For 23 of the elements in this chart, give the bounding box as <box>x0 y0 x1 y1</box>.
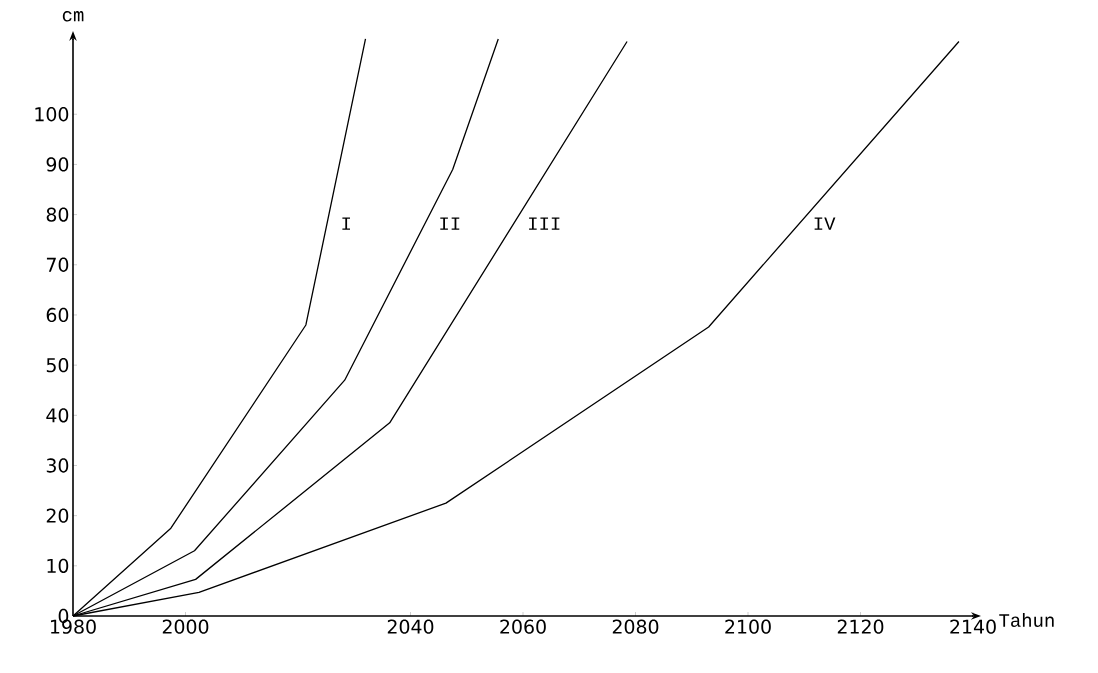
series-label: IV <box>814 217 836 230</box>
x-axis-title: Tahun <box>999 613 1054 627</box>
x-tick-label: 2040 <box>387 619 434 634</box>
series-label: II <box>440 217 460 230</box>
y-tick-label: 10 <box>47 558 69 573</box>
y-tick-label: 100 <box>35 107 69 122</box>
x-tick-label: 2060 <box>500 619 546 634</box>
x-tick-label: 2120 <box>837 619 884 634</box>
series-label: I <box>342 217 350 230</box>
x-tick-label: 2080 <box>612 619 659 634</box>
x-tick-label: 2000 <box>162 619 209 634</box>
y-axis-title: cm <box>62 11 84 22</box>
y-tick-label: 60 <box>46 307 69 323</box>
x-tick-label: 2100 <box>725 619 771 634</box>
y-tick-label: 70 <box>46 257 69 272</box>
y-tick-label: 80 <box>46 207 69 222</box>
y-tick-label: 50 <box>46 357 69 373</box>
x-tick-label: 2140 <box>950 619 996 634</box>
series-label: III <box>529 217 560 230</box>
y-tick-label: 30 <box>46 458 69 473</box>
y-tick-label: 90 <box>46 157 69 172</box>
y-tick-label: 40 <box>46 408 69 423</box>
y-tick-label: 20 <box>46 508 69 523</box>
